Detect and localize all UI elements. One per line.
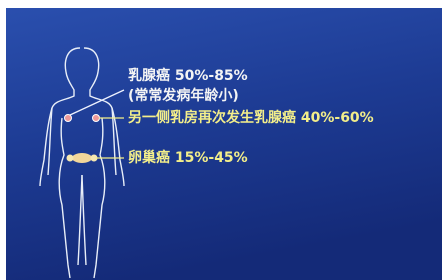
label: 另一侧乳房再次发生乳腺癌 40%-60% <box>128 109 374 126</box>
slide: 乳腺癌 50%-85% (常常发病年龄小) 另一侧乳房再次发生乳腺癌 40%-6… <box>0 0 442 280</box>
label: 乳腺癌 50%-85% <box>128 67 248 84</box>
background <box>6 8 442 280</box>
label: (常常发病年龄小) <box>128 87 239 104</box>
label: 卵巢癌 15%-45% <box>128 149 248 166</box>
